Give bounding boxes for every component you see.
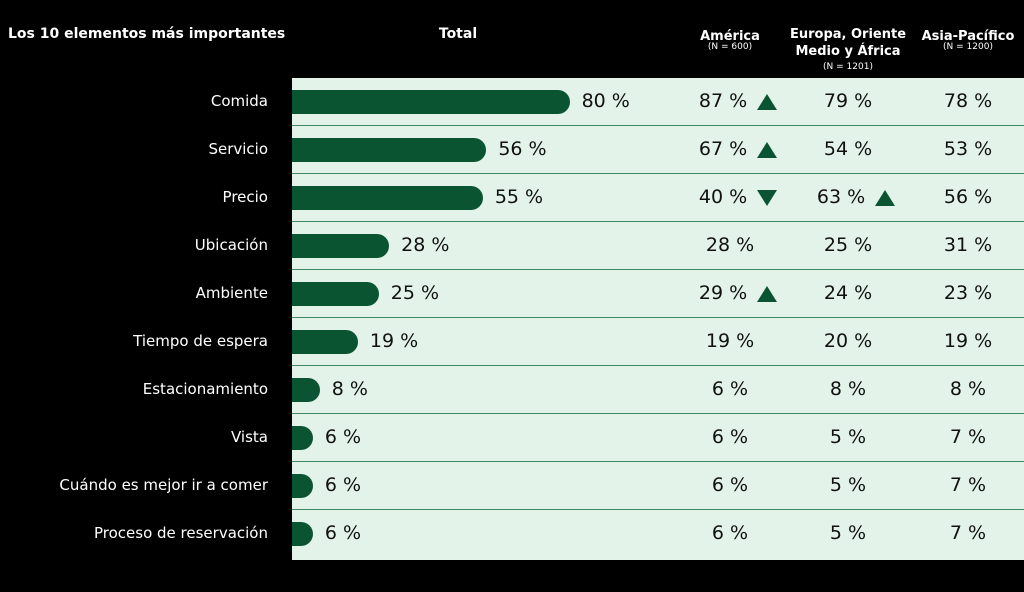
- region-value: 5 %: [829, 426, 867, 448]
- region-value: 79 %: [823, 90, 873, 112]
- total-label: 8 %: [331, 378, 368, 400]
- region-value: 23 %: [943, 282, 993, 304]
- row-label: Proceso de reservación: [94, 524, 268, 542]
- region-value: 8 %: [949, 378, 987, 400]
- region-value: 63 %: [816, 186, 866, 208]
- trend-up: [757, 94, 777, 110]
- region-value: 24 %: [823, 282, 873, 304]
- row-label: Estacionamiento: [142, 380, 268, 398]
- region-value: 20 %: [823, 330, 873, 352]
- region-value: 25 %: [823, 234, 873, 256]
- region-value: 5 %: [829, 474, 867, 496]
- row-separator: [292, 173, 1024, 174]
- trend-up: [875, 190, 895, 206]
- total-label: 6 %: [324, 474, 361, 496]
- row-separator: [292, 461, 1024, 462]
- region-value: 19 %: [943, 330, 993, 352]
- region-value: 40 %: [698, 186, 748, 208]
- bar: [292, 474, 313, 498]
- region-value: 28 %: [705, 234, 755, 256]
- region-name: Asia-Pacífico: [921, 29, 1015, 44]
- region-value: 53 %: [943, 138, 993, 160]
- region-value: 6 %: [711, 474, 749, 496]
- region-name: América: [700, 29, 760, 44]
- row-separator: [292, 413, 1024, 414]
- region-value: 87 %: [698, 90, 748, 112]
- region-value: 6 %: [711, 522, 749, 544]
- bar: [292, 426, 313, 450]
- region-value: 19 %: [705, 330, 755, 352]
- header-title: Los 10 elementos más importantes: [8, 26, 286, 42]
- bar: [292, 378, 320, 402]
- row-label: Vista: [231, 428, 268, 446]
- total-label: 80 %: [581, 90, 630, 112]
- region-value: 7 %: [949, 522, 987, 544]
- region-n: (N = 600): [707, 42, 753, 52]
- row-separator: [292, 125, 1024, 126]
- region-value: 7 %: [949, 474, 987, 496]
- bar: [292, 330, 358, 354]
- row-separator: [292, 221, 1024, 222]
- region-value: 7 %: [949, 426, 987, 448]
- row-separator: [292, 269, 1024, 270]
- trend-down: [757, 190, 777, 206]
- total-label: 56 %: [498, 138, 547, 160]
- region-value: 67 %: [698, 138, 748, 160]
- trend-up: [757, 286, 777, 302]
- total-label: 19 %: [369, 330, 419, 352]
- row-label: Tiempo de espera: [133, 332, 268, 350]
- total-label: 25 %: [390, 282, 440, 304]
- region-value: 54 %: [823, 138, 873, 160]
- bar: [292, 90, 570, 114]
- row-label: Servicio: [208, 140, 268, 158]
- region-value: 6 %: [711, 426, 749, 448]
- row-label: Ambiente: [195, 284, 268, 302]
- bar: [292, 282, 379, 306]
- region-value: 31 %: [943, 234, 993, 256]
- bar: [292, 234, 390, 258]
- region-value: 56 %: [943, 186, 993, 208]
- total-label: 6 %: [324, 522, 361, 544]
- row-separator: [292, 509, 1024, 510]
- region-value: 29 %: [698, 282, 748, 304]
- total-label: 6 %: [324, 426, 361, 448]
- bar: [292, 138, 487, 162]
- trend-up: [757, 142, 777, 158]
- region-value: 8 %: [829, 378, 867, 400]
- bar: [292, 522, 313, 546]
- row-separator: [292, 317, 1024, 318]
- header-total: Total: [438, 26, 478, 42]
- region-value: 6 %: [711, 378, 749, 400]
- row-label: Ubicación: [194, 236, 268, 254]
- total-label: 28 %: [401, 234, 450, 256]
- region-value: 5 %: [829, 522, 867, 544]
- bar: [292, 186, 483, 210]
- region-n: (N = 1200): [943, 42, 993, 52]
- row-label: Precio: [222, 188, 268, 206]
- row-label: Comida: [210, 92, 268, 110]
- row-label: Cuándo es mejor ir a comer: [59, 476, 268, 494]
- total-label: 55 %: [494, 186, 544, 208]
- region-n: (N = 1201): [823, 62, 873, 72]
- region-value: 78 %: [943, 90, 993, 112]
- region-name: Europa, Oriente Medio y África: [789, 27, 907, 59]
- row-separator: [292, 365, 1024, 366]
